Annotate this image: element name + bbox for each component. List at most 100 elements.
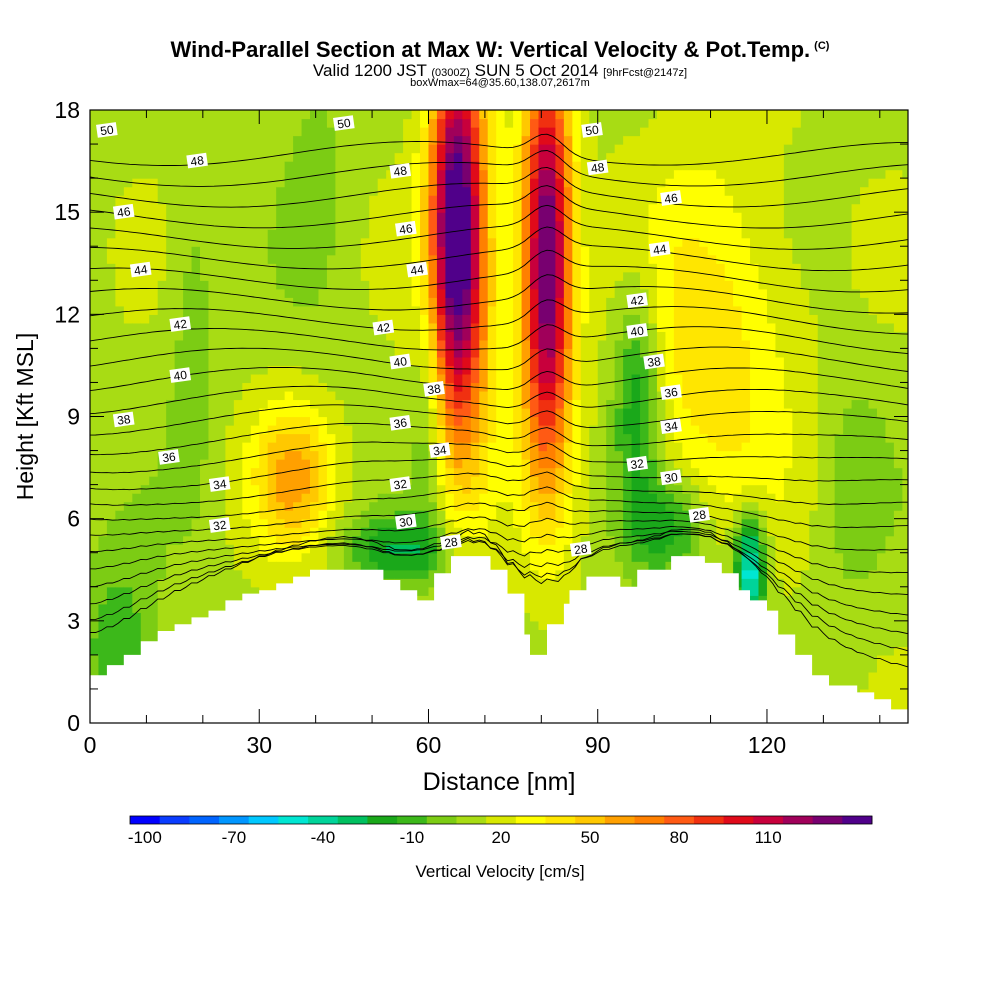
isentrope-29: [90, 530, 908, 616]
isentrope-label: 40: [389, 353, 412, 370]
isentrope-label: 48: [186, 152, 208, 169]
y-tick-labels: 0 3 6 9 12 15 18: [54, 97, 80, 736]
x-tick-label: 30: [246, 732, 272, 758]
y-tick-label: 9: [67, 404, 80, 430]
x-tick-label: 0: [84, 732, 97, 758]
isentrope-label: 42: [372, 319, 395, 336]
x-tick-label: 120: [748, 732, 786, 758]
isentrope-label: 32: [389, 476, 412, 492]
isentrope-label: 46: [660, 190, 682, 206]
isentrope-label: 42: [626, 292, 648, 309]
isentrope-label: 28: [440, 534, 462, 550]
colorbar-swatch: [278, 816, 309, 824]
isentrope-label-text: 44: [133, 262, 148, 278]
colorbar-swatch: [189, 816, 220, 824]
isentrope-label: 34: [208, 476, 231, 492]
colorbar-swatch: [782, 816, 814, 824]
x-tick-label: 60: [416, 732, 442, 758]
isentrope-label-text: 42: [173, 317, 188, 333]
isentrope-label: 44: [648, 241, 671, 258]
colorbar-swatch: [812, 816, 843, 824]
isentrope-label-text: 48: [190, 153, 205, 169]
isentrope-38: [90, 404, 908, 436]
isentrope-49: [90, 166, 908, 208]
isentrope-label: 44: [406, 261, 428, 278]
y-tick-label: 12: [54, 301, 80, 327]
isentrope-label-text: 50: [336, 116, 351, 132]
terrain-mask: [90, 556, 908, 723]
colorbar-tick-label: 110: [755, 828, 782, 847]
colorbar-swatch: [486, 816, 517, 824]
x-tick-label: 90: [585, 732, 611, 758]
x-axis-title: Distance [nm]: [423, 768, 576, 796]
colorbar-tick-label: 20: [492, 828, 511, 847]
isentrope-label-text: 50: [585, 122, 600, 138]
isentrope-label: 36: [389, 414, 412, 431]
colorbar-swatch: [515, 816, 546, 824]
y-tick-label: 15: [54, 199, 80, 225]
y-tick-label: 0: [67, 710, 80, 736]
isentrope-label: 46: [395, 220, 417, 237]
isentrope-label: 30: [660, 469, 682, 486]
colorbar-swatch: [693, 816, 724, 824]
isentrope-label: 48: [586, 159, 609, 176]
copyright-tag: (C): [814, 39, 830, 52]
isentrope-45: [90, 249, 908, 293]
colorbar-tick-label: -70: [222, 828, 247, 847]
colorbar-swatch: [664, 816, 695, 824]
isentrope-34: [90, 471, 908, 506]
colorbar-swatch: [842, 816, 873, 824]
isentrope-label: 40: [169, 367, 192, 383]
isentrope-label-text: 34: [664, 419, 679, 435]
isentrope-label-text: 46: [398, 221, 413, 237]
colorbar-swatch: [308, 816, 339, 824]
isentrope-label-text: 38: [116, 412, 131, 428]
isentrope-27: [90, 533, 908, 652]
isentrope-37: [90, 422, 908, 456]
y-tick-label: 6: [67, 506, 80, 532]
isentrope-label: 40: [626, 323, 648, 339]
colorbar: -100 -70 -40 -10 20 50 80 110: [128, 815, 873, 847]
isentrope-label: 36: [660, 384, 682, 401]
colorbar-swatch: [723, 816, 754, 824]
isentrope-36: [90, 441, 908, 474]
colorbar-swatch: [367, 816, 398, 824]
isentrope-label-text: 28: [692, 507, 707, 523]
isentrope-label-text: 32: [212, 518, 227, 534]
isentrope-39: [90, 385, 908, 415]
isentrope-label-text: 38: [427, 381, 442, 397]
isentrope-33: [90, 486, 908, 528]
isentrope-label-text: 32: [630, 456, 645, 472]
colorbar-tick-label: 50: [581, 828, 600, 847]
isentrope-label-text: 28: [573, 541, 588, 557]
box-wmax-info: boxWmax=64@35.60,138.07,2617m: [410, 77, 590, 89]
isentrope-label-text: 40: [630, 323, 645, 339]
isentrope-41: [90, 346, 908, 372]
isentrope-label-text: 30: [664, 470, 679, 486]
isentrope-label-text: 36: [664, 385, 679, 401]
colorbar-swatch: [753, 816, 784, 824]
colorbar-tick-label: -10: [400, 828, 425, 847]
colorbar-tick-label: -100: [128, 828, 162, 847]
isentrope-label-text: 48: [393, 163, 408, 179]
isentrope-label: 38: [423, 380, 445, 397]
isentrope-label-text: 34: [432, 443, 447, 459]
colorbar-swatch: [130, 816, 161, 824]
isentrope-label: 50: [333, 115, 355, 132]
colorbar-tick-label: 80: [670, 828, 689, 847]
isentrope-label-text: 42: [630, 293, 645, 309]
chart-subtitle: Valid 1200 JST (0300Z) SUN 5 Oct 2014 [9…: [312, 61, 688, 80]
colorbar-swatch: [634, 816, 665, 824]
isentrope-label: 34: [660, 418, 682, 435]
colorbar-swatch: [248, 816, 279, 824]
isentrope-label-text: 44: [652, 242, 667, 258]
isentrope-label: 38: [112, 411, 135, 428]
isentrope-label-text: 40: [393, 354, 408, 370]
isentrope-label-text: 36: [161, 449, 176, 465]
isentrope-lines: [90, 133, 908, 668]
isentrope-label: 50: [96, 122, 118, 138]
y-tick-label: 3: [67, 608, 80, 634]
isentrope-label: 34: [428, 442, 451, 459]
colorbar-swatch: [604, 816, 635, 824]
